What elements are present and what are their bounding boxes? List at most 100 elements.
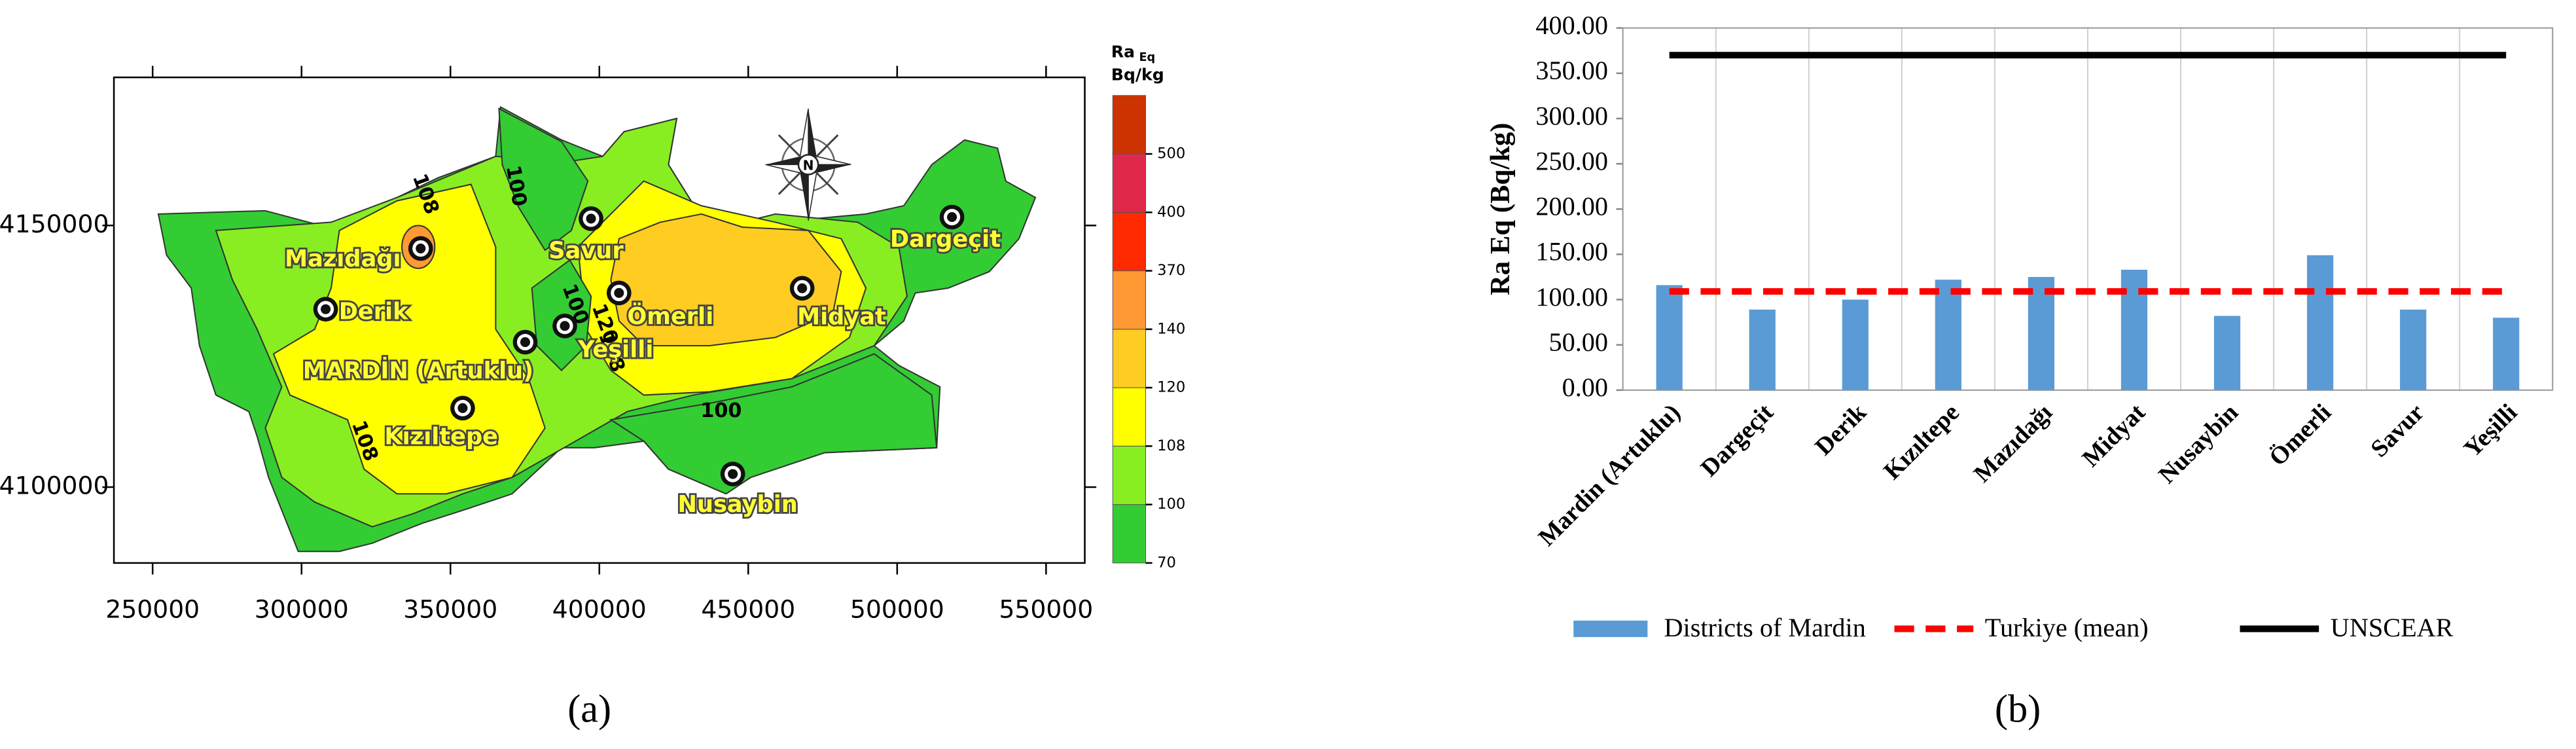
- marker-dot: [797, 283, 808, 293]
- bar: [2028, 277, 2055, 390]
- y-tick-label: 4150000: [0, 210, 109, 238]
- x-tick-label: Savur: [2365, 399, 2429, 463]
- y-tick-label: 150.00: [1535, 237, 1608, 266]
- city-marker: [512, 329, 538, 355]
- marker-dot: [416, 243, 426, 254]
- y-tick-label: 400.00: [1535, 10, 1608, 40]
- colorbar-tick-label: 120: [1157, 379, 1185, 396]
- x-tick-label: Mazıdağı: [1969, 399, 2058, 488]
- colorbar-tick-label: 70: [1157, 554, 1176, 571]
- city-marker: [606, 280, 632, 306]
- city-marker: [552, 313, 577, 338]
- colorbar-band: [1112, 211, 1147, 272]
- legend-label: Districts of Mardin: [1664, 613, 1866, 642]
- x-tick-label: Midyat: [2077, 399, 2151, 473]
- city-label: Dargeçit: [890, 226, 1001, 253]
- city-label: Midyat: [797, 304, 886, 331]
- marker-dot: [946, 212, 957, 223]
- bar: [1935, 280, 1961, 390]
- marker-dot: [614, 287, 624, 299]
- legend-swatch: [1573, 620, 1648, 638]
- bar: [1656, 285, 1683, 390]
- city-marker: [720, 462, 745, 486]
- city-marker: [579, 206, 603, 231]
- city-marker: [789, 276, 815, 301]
- contour-region: [610, 213, 842, 347]
- city-label: Savur: [548, 237, 624, 264]
- colorbar-title-sub: Eq: [1139, 51, 1155, 64]
- legend-label: UNSCEAR: [2331, 613, 2454, 642]
- colorbar-tick-label: 140: [1157, 320, 1185, 337]
- y-tick-label: 0.00: [1562, 373, 1608, 402]
- city-label: Yeşilli: [577, 337, 653, 363]
- city-label: Kızıltepe: [384, 424, 498, 450]
- y-tick-label: 50.00: [1549, 327, 1609, 357]
- colorbar-band: [1112, 153, 1147, 213]
- x-tick-label: Derik: [1810, 399, 1872, 461]
- city-marker: [450, 395, 475, 421]
- colorbar-tick-label: 100: [1157, 496, 1185, 513]
- north-arrow: [765, 108, 851, 221]
- north-label: N: [803, 157, 814, 173]
- y-tick-label: 300.00: [1535, 101, 1608, 130]
- x-tick-label: 500000: [850, 594, 944, 623]
- marker-dot: [560, 321, 570, 331]
- marker-dot: [586, 213, 596, 224]
- colorbar-title: Ra: [1111, 42, 1135, 61]
- city-marker: [939, 204, 965, 230]
- contour-label: 100: [700, 399, 742, 422]
- contour-region: [272, 183, 546, 495]
- bar: [1749, 309, 1776, 390]
- x-tick-label: Yeşilli: [2458, 399, 2522, 463]
- x-tick-label: Mardin (Artuklu): [1533, 399, 1685, 551]
- y-axis-label: Ra Eq (Bq/kg): [1485, 123, 1516, 296]
- city-marker: [313, 297, 338, 322]
- colorbar-tick-label: 370: [1157, 262, 1185, 279]
- bar: [1842, 299, 1869, 390]
- bar: [2400, 309, 2427, 390]
- y-tick-label: 350.00: [1535, 56, 1608, 85]
- x-tick-label: Dargeçit: [1695, 399, 1779, 483]
- y-tick-label: 250.00: [1535, 146, 1608, 175]
- x-tick-label: 400000: [552, 594, 647, 623]
- colorbar-tick-label: 400: [1157, 204, 1185, 221]
- colorbar-unit: Bq/kg: [1111, 65, 1164, 84]
- colorbar-band: [1112, 329, 1147, 388]
- marker-dot: [457, 403, 468, 413]
- x-tick-label: 300000: [255, 594, 349, 623]
- city-label: Nusaybin: [678, 491, 798, 518]
- bar: [2120, 269, 2148, 390]
- contour-region: [498, 107, 589, 251]
- x-tick-label: 450000: [701, 594, 795, 623]
- legend-label: Turkiye (mean): [1985, 613, 2149, 642]
- x-tick-label: 550000: [999, 594, 1093, 623]
- bar: [2493, 318, 2520, 390]
- city-marker: [408, 236, 433, 261]
- marker-dot: [321, 304, 331, 314]
- bar: [2306, 255, 2334, 390]
- x-tick-label: Kızıltepe: [1878, 399, 1965, 485]
- x-tick-label: 250000: [105, 594, 200, 623]
- y-tick-label: 100.00: [1535, 282, 1608, 312]
- city-label: Ömerli: [627, 302, 713, 330]
- colorbar-band: [1112, 95, 1147, 155]
- colorbar-band: [1112, 387, 1147, 447]
- city-label: Derik: [339, 298, 409, 325]
- city-label: Mazıdağı: [285, 246, 401, 272]
- y-tick-label: 4100000: [0, 471, 109, 500]
- panel-label: (b): [1995, 687, 2041, 731]
- colorbar-tick-label: 500: [1157, 145, 1185, 162]
- colorbar-band: [1112, 270, 1147, 330]
- bar: [2213, 316, 2241, 390]
- panel-label: (a): [567, 687, 611, 731]
- colorbar-tick-label: 108: [1157, 437, 1185, 454]
- city-label: MARDİN (Artuklu): [303, 357, 533, 384]
- marker-dot: [728, 469, 738, 479]
- x-tick-label: Nusaybin: [2153, 399, 2244, 489]
- contour-region: [609, 353, 938, 495]
- x-tick-label: 350000: [403, 594, 497, 623]
- x-tick-label: Ömerli: [2264, 399, 2336, 471]
- marker-dot: [520, 337, 531, 348]
